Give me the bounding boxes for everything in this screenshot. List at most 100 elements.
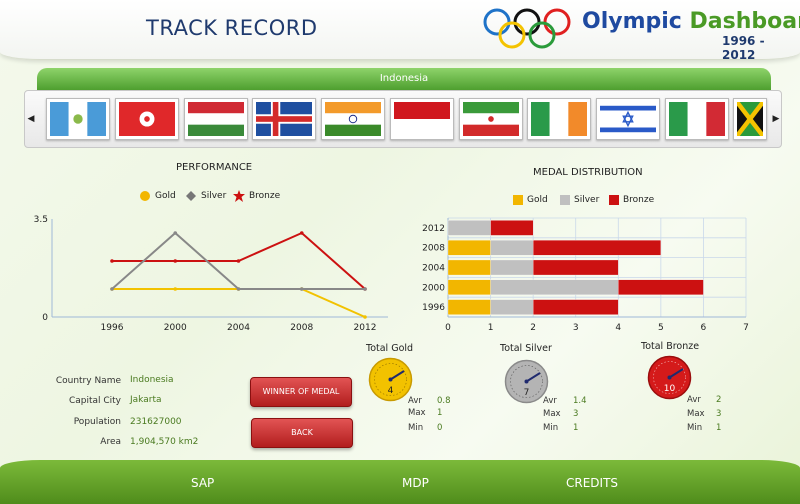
iran-flag-icon[interactable] xyxy=(459,98,523,140)
country-name-label: Country Name xyxy=(55,376,121,386)
gold-gauge: 4 xyxy=(368,357,413,402)
header-bar xyxy=(0,0,800,60)
perf-x-tick: 1996 xyxy=(101,323,124,333)
medal-distribution-chart: 0 1 2 3 4 5 6 7 2012 2008 2004 2000 1996 xyxy=(422,217,749,333)
gold-avr-label: Avr xyxy=(408,396,422,406)
perf-line-gold xyxy=(112,288,366,318)
page-title: TRACK RECORD xyxy=(146,16,318,40)
performance-title: PERFORMANCE xyxy=(176,162,253,173)
gold-swatch-icon xyxy=(513,195,523,205)
dist-x-tick: 5 xyxy=(658,323,664,333)
dist-legend-silver: Silver xyxy=(560,195,599,205)
dist-bar-bronze xyxy=(532,259,619,276)
dist-x-tick: 1 xyxy=(488,323,494,333)
performance-chart: 3.5 0 1996 2000 2004 2008 2012 xyxy=(34,215,388,333)
perf-point-silver xyxy=(299,287,304,291)
gold-avr-value: 0.8 xyxy=(437,396,451,406)
dist-x-tick: 7 xyxy=(743,323,749,333)
iceland-flag-icon[interactable] xyxy=(252,98,316,140)
perf-point-silver xyxy=(236,287,241,291)
italy-flag-icon[interactable] xyxy=(665,98,729,140)
legend-silver-label: Silver xyxy=(201,191,227,201)
perf-point-gold xyxy=(173,287,178,291)
app-title-part2: Dashboard xyxy=(689,9,800,34)
perf-x-tick: 2008 xyxy=(290,323,313,333)
silver-gauge: 7 xyxy=(504,359,549,404)
israel-flag-icon[interactable] xyxy=(596,98,660,140)
hungary-flag-icon[interactable] xyxy=(184,98,248,140)
population-label: Population xyxy=(73,417,121,427)
indonesia-flag-icon[interactable] xyxy=(390,98,454,140)
gold-max-value: 1 xyxy=(437,408,443,418)
footer-sap-link[interactable]: SAP xyxy=(191,476,215,490)
legend-gold-label: Gold xyxy=(155,191,176,201)
perf-point-silver xyxy=(173,231,178,235)
dist-bar-bronze xyxy=(532,240,662,256)
capital-city-label: Capital City xyxy=(68,396,121,406)
bronze-gauge-value: 10 xyxy=(663,384,676,394)
perf-point-bronze xyxy=(110,259,114,263)
selected-country-bar: Indonesia xyxy=(37,68,771,90)
bronze-gauge: 10 xyxy=(647,355,692,400)
olympic-rings-logo xyxy=(483,8,571,49)
footer-bar xyxy=(0,460,800,504)
area-label: Area xyxy=(100,437,121,447)
dist-bar-gold xyxy=(447,240,491,256)
dist-legend-gold: Gold xyxy=(513,195,548,205)
silver-avr-label: Avr xyxy=(543,396,557,406)
capital-city-value: Jakarta xyxy=(130,395,162,405)
dist-y-tick: 2012 xyxy=(422,224,445,234)
dist-x-tick: 0 xyxy=(445,323,451,333)
perf-point-silver xyxy=(110,287,114,291)
dist-bar-bronze xyxy=(532,299,619,315)
bronze-min-label: Min xyxy=(687,423,703,433)
app-title-part1: Olympic xyxy=(582,9,690,34)
dist-bar-silver xyxy=(490,259,534,276)
dist-x-tick: 4 xyxy=(615,323,621,333)
perf-point-silver xyxy=(363,287,367,291)
dist-legend-silver-label: Silver xyxy=(574,195,600,205)
total-bronze-title: Total Bronze xyxy=(641,341,700,352)
bronze-swatch-icon xyxy=(609,195,619,205)
hong-kong-flag-icon[interactable] xyxy=(115,98,179,140)
bronze-avr-value: 2 xyxy=(716,395,722,405)
perf-point-gold xyxy=(363,315,367,319)
bronze-max-label: Max xyxy=(687,409,705,419)
perf-y-tick-min: 0 xyxy=(42,313,48,323)
jamaica-flag-icon[interactable] xyxy=(733,98,767,140)
ireland-flag-icon[interactable] xyxy=(527,98,591,140)
dist-bar-silver xyxy=(490,279,619,295)
dist-y-tick: 2000 xyxy=(422,283,445,293)
triangle-right-icon[interactable]: ▶ xyxy=(772,114,780,124)
dist-y-tick: 1996 xyxy=(422,303,445,313)
guatemala-flag-icon[interactable] xyxy=(46,98,110,140)
footer-credits-link[interactable]: CREDITS xyxy=(566,476,619,490)
perf-point-bronze xyxy=(299,231,304,235)
silver-diamond-icon xyxy=(186,191,196,201)
app-title: Olympic Dashboard xyxy=(582,9,800,34)
perf-point-bronze xyxy=(173,259,178,263)
total-silver-title: Total Silver xyxy=(500,343,552,354)
winner-of-medal-button[interactable]: WINNER OF MEDAL xyxy=(250,377,352,407)
dist-bar-gold xyxy=(447,279,491,295)
dist-legend-bronze: Bronze xyxy=(609,195,654,205)
legend-bronze: Bronze xyxy=(233,190,280,202)
dist-legend-gold-label: Gold xyxy=(527,195,548,205)
bronze-max-value: 3 xyxy=(716,409,722,419)
area-value: 1,904,570 km2 xyxy=(130,437,199,447)
country-name-value: Indonesia xyxy=(130,375,174,385)
dist-y-tick: 2008 xyxy=(422,244,445,254)
silver-avr-value: 1.4 xyxy=(573,396,587,406)
population-value: 231627000 xyxy=(130,417,182,427)
gold-gauge-value: 4 xyxy=(387,386,394,396)
dist-bar-gold xyxy=(447,259,491,276)
silver-gauge-value: 7 xyxy=(523,388,530,398)
dist-x-tick: 3 xyxy=(573,323,579,333)
bronze-avr-label: Avr xyxy=(687,395,701,405)
footer-mdp-link[interactable]: MDP xyxy=(402,476,429,490)
silver-min-value: 1 xyxy=(573,423,579,433)
india-flag-icon[interactable] xyxy=(321,98,385,140)
silver-max-value: 3 xyxy=(573,409,579,419)
back-button[interactable]: BACK xyxy=(251,418,353,448)
triangle-left-icon[interactable]: ◀ xyxy=(27,114,35,124)
